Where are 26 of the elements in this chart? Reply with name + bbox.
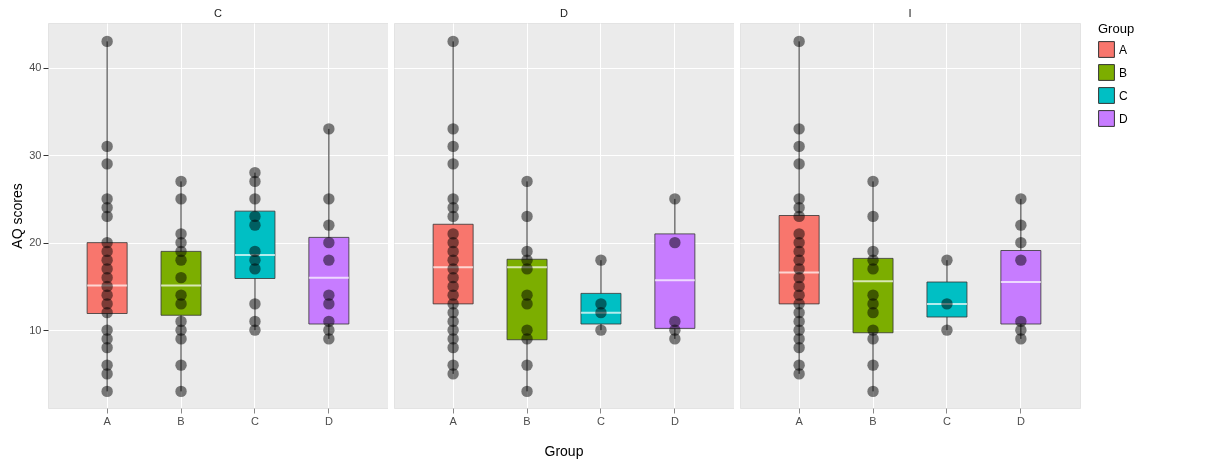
x-axis-title: Group: [543, 442, 585, 459]
x-tick-label: D: [670, 414, 679, 427]
y-tick-label: 20: [29, 236, 42, 249]
legend-label: A: [1119, 42, 1128, 57]
x-tick-label: A: [795, 414, 804, 427]
x-tick-label: D: [1016, 414, 1025, 427]
x-tick-label: C: [596, 414, 605, 427]
y-tick-label: 40: [29, 61, 42, 74]
x-tick-label: A: [103, 414, 112, 427]
x-tick-label: C: [942, 414, 951, 427]
x-tick-label: B: [523, 414, 531, 427]
y-tick-label: 30: [29, 148, 42, 161]
x-tick-label: B: [869, 414, 877, 427]
legend-label: B: [1119, 65, 1128, 80]
y-tick-label: 10: [29, 323, 42, 336]
x-tick-label: A: [449, 414, 458, 427]
legend-label: C: [1119, 88, 1128, 103]
legend-title: Group: [1098, 21, 1135, 36]
chart-title: I: [908, 7, 912, 19]
x-tick-label: C: [250, 414, 259, 427]
x-tick-label: B: [177, 414, 185, 427]
chart-title: C: [214, 7, 223, 19]
legend-label: D: [1119, 111, 1128, 126]
chart-title: D: [560, 7, 569, 19]
x-tick-label: D: [324, 414, 333, 427]
y-axis-title: AQ scores: [9, 183, 26, 249]
